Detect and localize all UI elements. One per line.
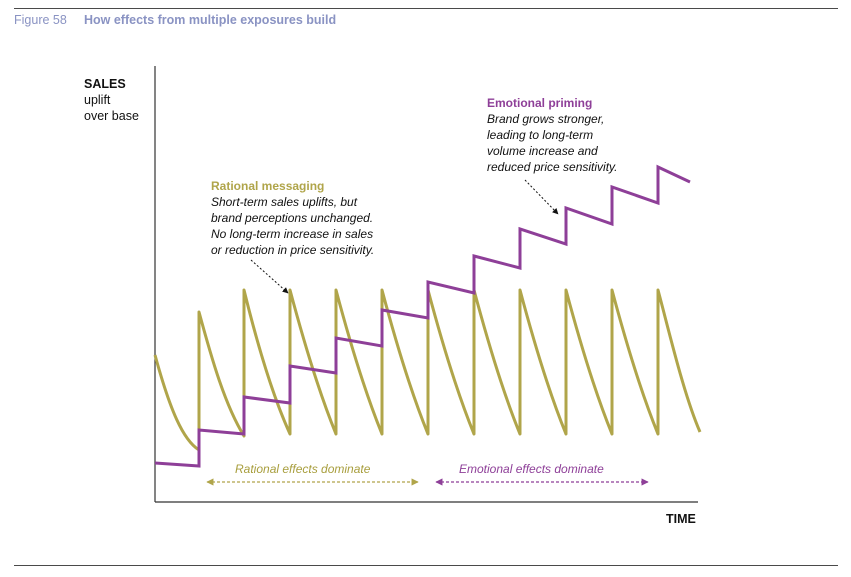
emotional-annotation-heading: Emotional priming xyxy=(487,96,593,110)
y-axis-label-sales: SALES xyxy=(84,77,126,91)
rational-range-label: Rational effects dominate xyxy=(235,462,371,476)
rational-annotation-body: Short-term sales uplifts, but brand perc… xyxy=(211,195,375,257)
figure-title: How effects from multiple exposures buil… xyxy=(84,13,337,27)
rational-leader-arrow xyxy=(250,259,289,294)
emotional-effects-curve xyxy=(154,164,691,468)
x-axis-label: TIME xyxy=(666,512,696,526)
emotional-leader-arrow xyxy=(524,179,559,215)
y-axis-label-over-base: over base xyxy=(84,109,139,123)
y-axis-label: SALES uplift over base xyxy=(84,76,139,124)
rational-annotation-heading: Rational messaging xyxy=(211,179,325,193)
emotional-annotation: Emotional priming Brand grows stronger, … xyxy=(487,95,657,175)
y-axis-label-uplift: uplift xyxy=(84,93,111,107)
emotional-range-label: Emotional effects dominate xyxy=(459,462,604,476)
rational-annotation: Rational messaging Short-term sales upli… xyxy=(211,178,431,258)
top-rule xyxy=(14,8,838,9)
figure-number: Figure 58 xyxy=(14,13,67,27)
emotional-annotation-body: Brand grows stronger, leading to long-te… xyxy=(487,112,618,174)
bottom-rule xyxy=(14,565,838,566)
